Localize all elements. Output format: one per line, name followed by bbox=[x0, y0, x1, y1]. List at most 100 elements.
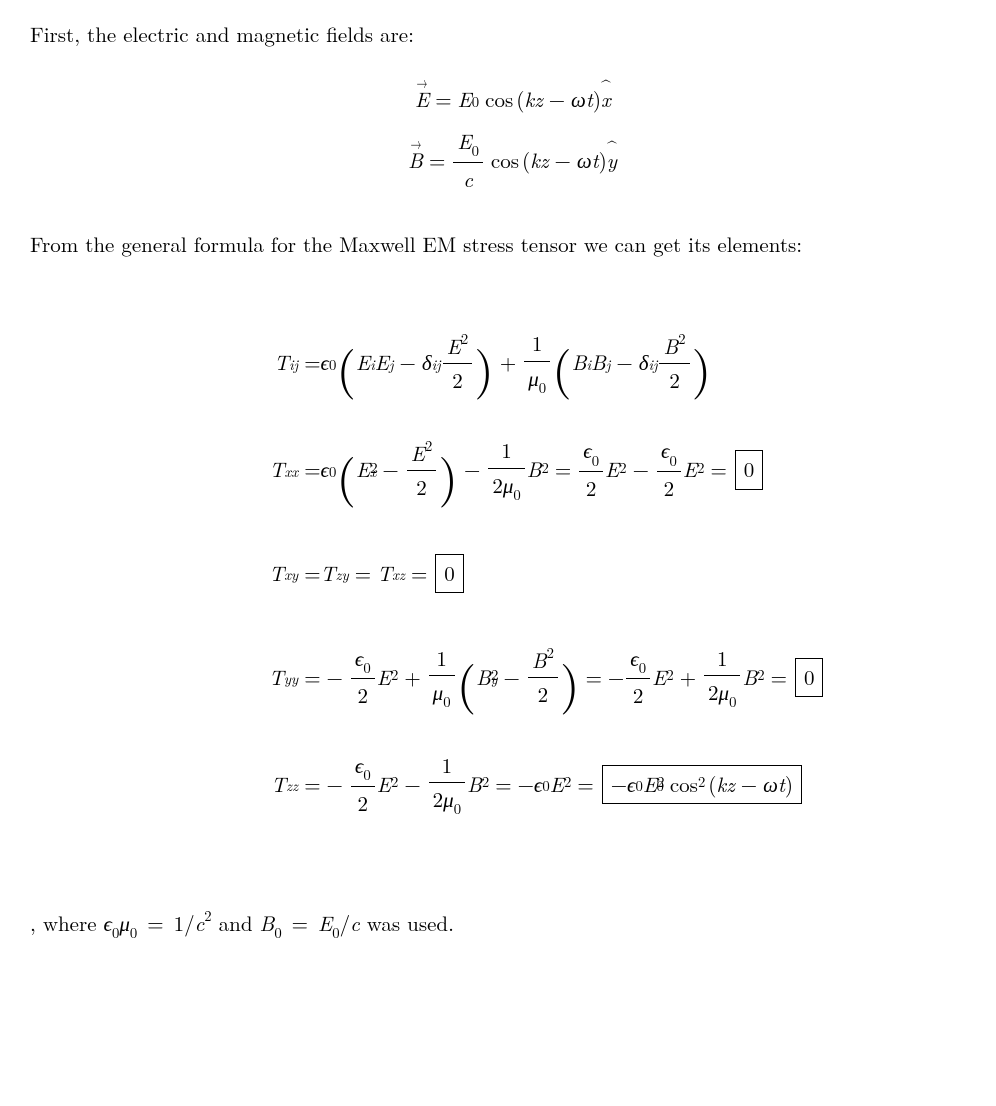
mu: μ bbox=[443, 784, 454, 814]
b2-over-2: B2 2 bbox=[528, 645, 558, 710]
sq: 2 bbox=[547, 642, 554, 663]
boxed-zero: 0 bbox=[735, 450, 764, 489]
yy-sub: yy bbox=[284, 669, 298, 690]
omega: ω bbox=[763, 770, 778, 799]
j-sub: j bbox=[389, 355, 394, 376]
frac-den-c: c bbox=[463, 164, 473, 194]
two: 2 bbox=[492, 470, 503, 500]
eps-symbol: ϵ bbox=[321, 348, 329, 377]
delta-sym: δ bbox=[422, 348, 432, 377]
two: 2 bbox=[708, 677, 719, 707]
one: 1 bbox=[524, 329, 550, 361]
equals: = bbox=[577, 770, 593, 799]
b-field-equation: B = E0 c cos (kz − ωt)y bbox=[379, 127, 617, 194]
b: B bbox=[532, 645, 547, 675]
lparen: ( bbox=[516, 85, 524, 114]
two: 2 bbox=[626, 679, 650, 710]
minus: − bbox=[503, 663, 519, 692]
tzz-equation: Tzz = − ϵ0 2 E2 − 1 2μ0 B2 = −ϵ0E2 = bbox=[251, 751, 826, 818]
big-lparen: ( bbox=[336, 345, 356, 388]
zero: 0 bbox=[274, 922, 281, 943]
e: E bbox=[356, 455, 370, 484]
sq: 2 bbox=[482, 772, 489, 793]
sq: 2 bbox=[461, 328, 468, 349]
sq: 2 bbox=[757, 665, 764, 686]
e2-over-2: E2 2 bbox=[443, 331, 473, 396]
tensor-equations: Tij = ϵ0 ( EiEj − δij E2 2 ) + 1 μ0 bbox=[30, 289, 966, 858]
eps0-over-2: ϵ0 2 bbox=[626, 644, 650, 711]
txx-equation: Txx = ϵ0 ( E2x − E2 2 ) − 1 2μ0 B2 bbox=[251, 436, 826, 503]
zero: 0 bbox=[513, 484, 520, 505]
b: B bbox=[467, 770, 482, 799]
two: 2 bbox=[579, 472, 603, 503]
equals: = bbox=[304, 559, 320, 588]
mu: μ bbox=[119, 908, 130, 938]
b: B bbox=[260, 908, 275, 938]
e: E bbox=[643, 770, 657, 799]
minus: − bbox=[616, 348, 632, 377]
equals: = bbox=[586, 663, 602, 692]
sq: 2 bbox=[391, 772, 398, 793]
equals: = bbox=[495, 770, 511, 799]
1-over-2mu0: 1 2μ0 bbox=[429, 751, 465, 818]
minus: − bbox=[608, 663, 624, 692]
t: T bbox=[269, 663, 284, 692]
b-sym: B bbox=[591, 348, 606, 377]
xhat-symbol: x bbox=[601, 85, 611, 114]
big-rparen: ) bbox=[692, 345, 712, 388]
frac-num-e: E bbox=[457, 126, 471, 156]
t: T bbox=[377, 559, 392, 588]
delta-sym: δ bbox=[639, 348, 649, 377]
minus: − bbox=[464, 455, 480, 484]
eps: ϵ bbox=[534, 770, 542, 799]
z: z bbox=[726, 770, 735, 799]
minus-sign: − bbox=[554, 146, 570, 175]
zero: 0 bbox=[363, 657, 370, 678]
e2-over-2: E2 2 bbox=[407, 438, 437, 503]
slash: / bbox=[340, 908, 351, 938]
slash: / bbox=[184, 908, 195, 938]
cos: cos bbox=[670, 770, 698, 799]
b2-over-2: B2 2 bbox=[659, 331, 689, 396]
final-note: , where ϵ0μ0 = 1/c2 and B0 = E0/c was us… bbox=[30, 908, 966, 942]
1-over-mu0: 1 μ0 bbox=[524, 329, 550, 396]
sq: 2 bbox=[619, 458, 626, 479]
tyy-equation: Tyy = − ϵ0 2 E2 + 1 μ0 ( B2y − bbox=[251, 644, 826, 711]
omega-symbol: ω bbox=[577, 146, 592, 175]
two: 2 bbox=[351, 787, 375, 818]
eps0-over-2: ϵ0 2 bbox=[657, 436, 681, 503]
zero: 0 bbox=[656, 776, 663, 797]
minus: − bbox=[611, 770, 627, 799]
eps: ϵ bbox=[583, 435, 591, 465]
b-vector-symbol: B bbox=[408, 146, 423, 175]
tij-general-equation: Tij = ϵ0 ( EiEj − δij E2 2 ) + 1 μ0 bbox=[251, 329, 826, 396]
eps: ϵ bbox=[630, 643, 638, 673]
z-symbol: z bbox=[534, 85, 543, 114]
big-rparen: ) bbox=[438, 453, 458, 496]
zero: 0 bbox=[363, 764, 370, 785]
k-symbol: k bbox=[524, 85, 534, 114]
t: T bbox=[271, 770, 286, 799]
rparen: ) bbox=[599, 146, 607, 175]
equals: = bbox=[304, 663, 320, 692]
big-rparen: ) bbox=[474, 345, 494, 388]
ij-sub: ij bbox=[648, 355, 657, 376]
e: E bbox=[652, 663, 666, 692]
zero: 0 bbox=[639, 657, 646, 678]
plus: + bbox=[680, 663, 696, 692]
minus: − bbox=[633, 455, 649, 484]
1-over-2mu0: 1 2μ0 bbox=[488, 436, 524, 503]
eps0-over-2: ϵ0 2 bbox=[351, 751, 375, 818]
b-sym: B bbox=[572, 348, 587, 377]
e-sym: E bbox=[356, 348, 370, 377]
zero-sub: 0 bbox=[329, 355, 336, 376]
one: 1 bbox=[429, 751, 465, 783]
minus: − bbox=[327, 663, 343, 692]
zz-sub: zz bbox=[286, 776, 298, 797]
two: 2 bbox=[659, 364, 689, 395]
eps: ϵ bbox=[104, 908, 112, 938]
two: 2 bbox=[657, 472, 681, 503]
equals: = bbox=[304, 348, 320, 377]
two: 2 bbox=[443, 364, 473, 395]
t-symbol: t bbox=[592, 146, 599, 175]
